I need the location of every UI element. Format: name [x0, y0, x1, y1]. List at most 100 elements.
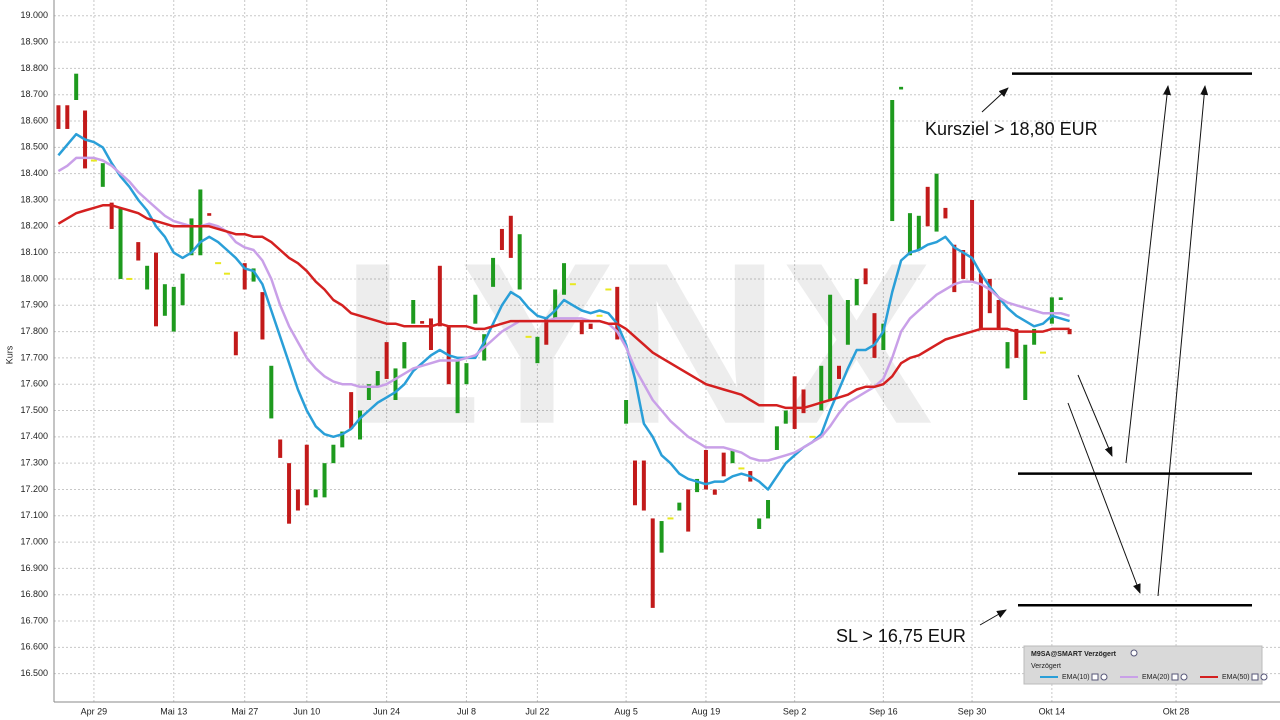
- x-tick-label: Okt 14: [1039, 706, 1066, 716]
- price-bar: [1049, 297, 1054, 324]
- price-bar: [579, 321, 584, 335]
- price-bar: [508, 215, 513, 258]
- price-bar: [632, 460, 637, 506]
- price-bar: [402, 342, 407, 369]
- price-bar: [863, 268, 868, 285]
- price-bar: [703, 450, 708, 490]
- y-tick-label: 18.800: [20, 63, 48, 73]
- legend-label: EMA(10): [1062, 674, 1090, 681]
- price-bar: [553, 289, 558, 319]
- price-bar: [331, 444, 336, 464]
- price-bar: [783, 410, 788, 424]
- ema-line: [57, 204, 1070, 410]
- price-bar: [322, 463, 327, 498]
- price-bar: [56, 105, 61, 129]
- y-tick-label: 17.300: [20, 458, 48, 468]
- doji-bar: [738, 467, 745, 470]
- price-bar: [1067, 328, 1072, 335]
- legend-box: [1023, 645, 1263, 685]
- legend-icon[interactable]: [1130, 649, 1138, 657]
- arrow: [979, 609, 1007, 626]
- price-bar: [535, 336, 540, 364]
- price-bar: [890, 100, 895, 222]
- arrows: [979, 85, 1209, 626]
- y-tick-label: 18.300: [20, 194, 48, 204]
- y-tick-label: 18.100: [20, 247, 48, 257]
- price-bar: [978, 273, 983, 329]
- legend-checkbox[interactable]: [1251, 673, 1259, 681]
- legend-icon[interactable]: [1100, 673, 1108, 681]
- price-bar: [792, 376, 797, 429]
- price-bar: [118, 207, 123, 279]
- doji-bar: [126, 277, 133, 280]
- price-bar: [730, 450, 735, 464]
- price-bar: [278, 439, 283, 458]
- price-bar: [437, 265, 442, 327]
- arrow: [981, 87, 1009, 113]
- doji-bar: [596, 314, 603, 317]
- price-bar: [154, 252, 159, 327]
- price-bar: [881, 323, 886, 350]
- price-bar: [455, 360, 460, 414]
- price-bar: [384, 342, 389, 379]
- x-tick-label: Jul 8: [457, 706, 476, 716]
- legend-checkbox[interactable]: [1171, 673, 1179, 681]
- legend-title: M9SA@SMART Verzögert: [1031, 651, 1117, 658]
- doji-bar: [569, 283, 576, 286]
- price-bar: [242, 263, 247, 290]
- price-bar: [712, 489, 717, 495]
- y-tick-label: 17.600: [20, 379, 48, 389]
- watermark: LYNX: [341, 215, 933, 472]
- x-tick-label: Mai 27: [231, 706, 258, 716]
- price-bar: [499, 228, 504, 250]
- x-tick-label: Mai 13: [160, 706, 187, 716]
- doji-bar: [223, 272, 230, 275]
- price-bar: [544, 318, 549, 345]
- price-bar: [287, 463, 292, 524]
- price-bar: [109, 202, 114, 229]
- legend-icon[interactable]: [1260, 673, 1268, 681]
- price-bar: [375, 371, 380, 387]
- price-bar: [686, 489, 691, 532]
- price-bar: [996, 300, 1001, 329]
- price-bar: [872, 313, 877, 358]
- price-bar: [304, 444, 309, 506]
- price-bar: [641, 460, 646, 511]
- legend-subtitle: Verzögert: [1031, 663, 1061, 670]
- price-bar: [677, 502, 682, 511]
- x-tick-label: Jun 24: [373, 706, 400, 716]
- legend-checkbox[interactable]: [1091, 673, 1099, 681]
- price-bar: [473, 294, 478, 324]
- price-bar: [100, 163, 105, 187]
- arrow: [1067, 402, 1141, 594]
- legend-icon[interactable]: [1180, 673, 1188, 681]
- price-bar: [952, 244, 957, 293]
- price-bar: [65, 105, 70, 129]
- y-tick-label: 18.900: [20, 36, 48, 46]
- y-tick-label: 18.500: [20, 142, 48, 152]
- annotation: SL > 16,75 EUR: [836, 626, 966, 646]
- ema-line: [57, 132, 1070, 491]
- price-bar: [934, 173, 939, 232]
- price-bar: [757, 518, 762, 529]
- x-tick-label: Jul 22: [525, 706, 549, 716]
- price-bar: [721, 452, 726, 477]
- price-bar: [836, 365, 841, 379]
- price-bar: [766, 500, 771, 519]
- price-bar: [845, 300, 850, 345]
- doji-bar: [525, 335, 532, 338]
- y-tick-label: 17.400: [20, 431, 48, 441]
- price-bar: [774, 426, 779, 450]
- price-bar: [393, 368, 398, 400]
- doji-bar: [215, 262, 222, 265]
- price-bar: [907, 213, 912, 256]
- price-bar: [615, 286, 620, 340]
- price-bar: [624, 400, 629, 424]
- price-bar: [251, 268, 256, 282]
- x-tick-label: Aug 5: [614, 706, 638, 716]
- x-tick-label: Sep 2: [783, 706, 807, 716]
- y-tick-label: 17.500: [20, 405, 48, 415]
- price-bar: [1058, 297, 1063, 300]
